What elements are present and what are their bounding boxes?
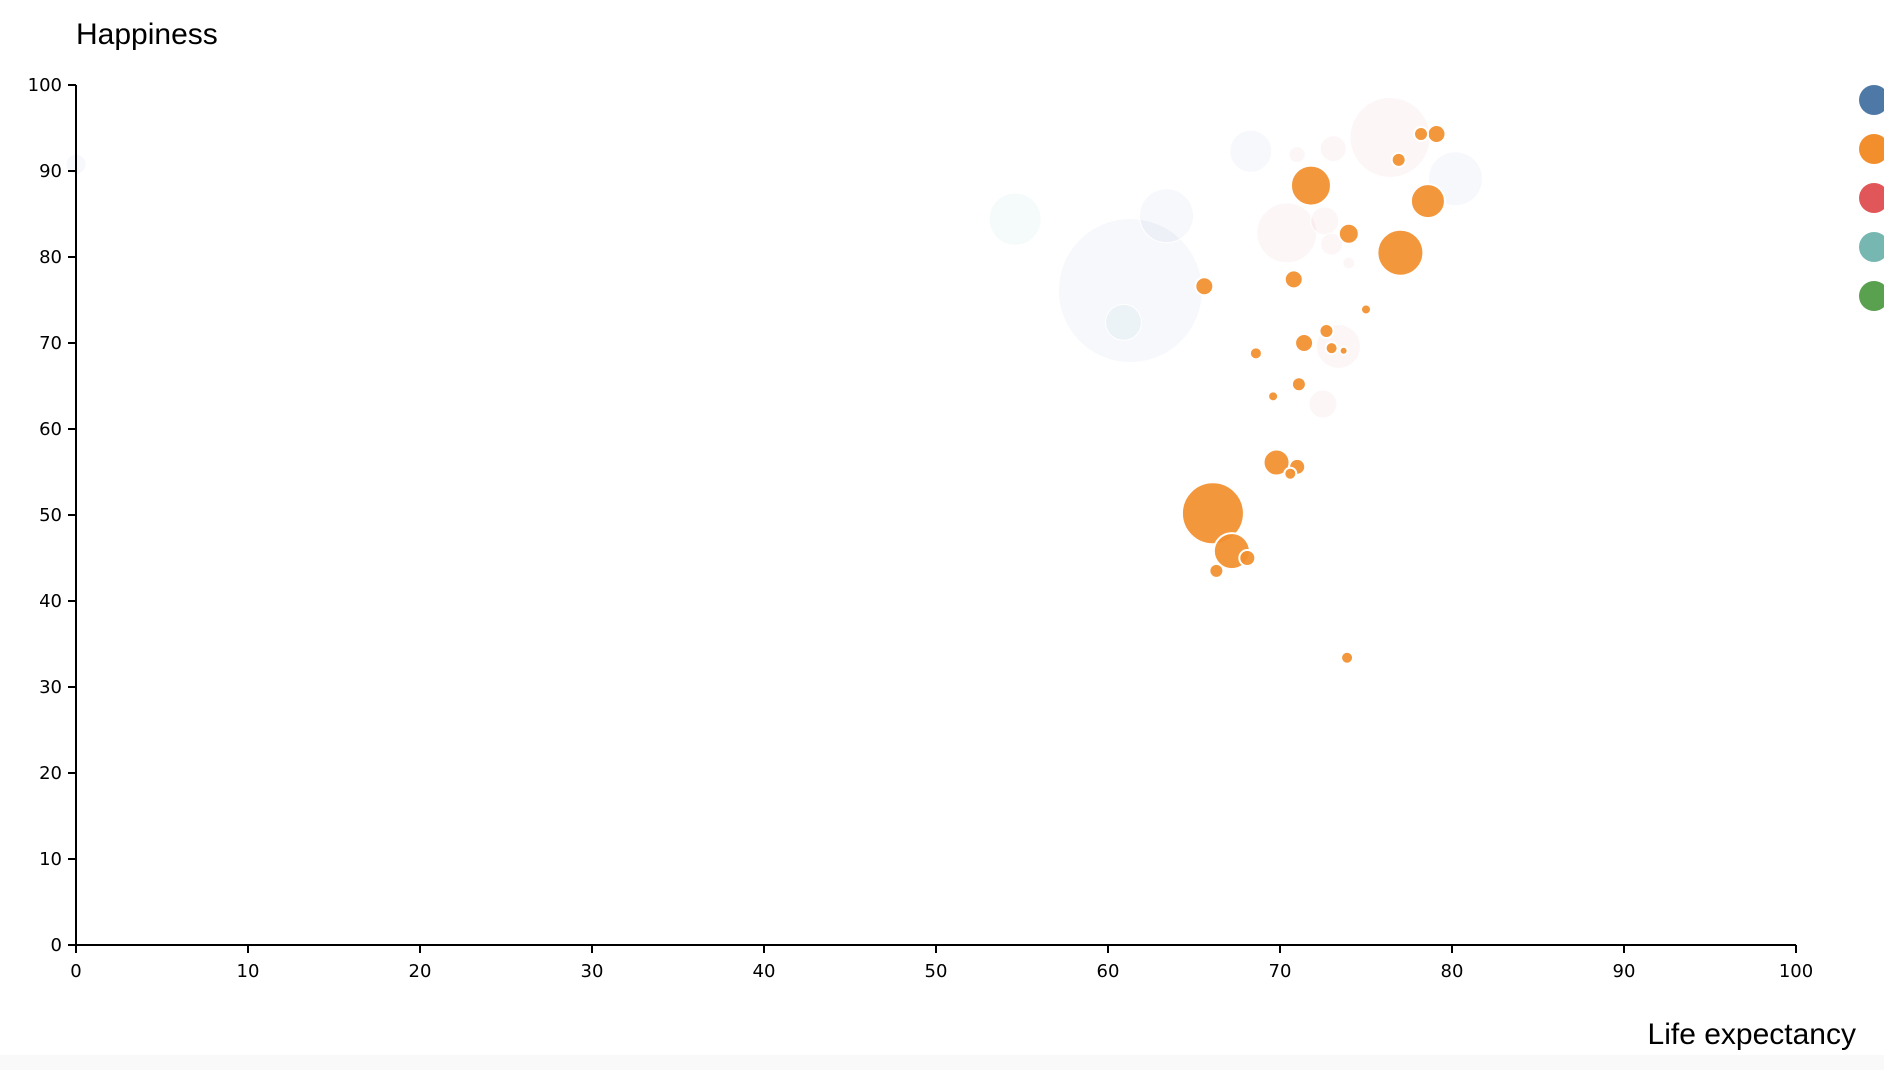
y-axis-title: Happiness xyxy=(76,18,218,51)
bubbles-layer xyxy=(65,96,1483,665)
legend-swatch[interactable] xyxy=(1859,232,1884,262)
data-point[interactable] xyxy=(1320,232,1344,256)
data-point[interactable] xyxy=(1256,202,1318,264)
data-point[interactable] xyxy=(1294,333,1315,353)
data-point[interactable] xyxy=(1288,146,1306,164)
x-tick-label: 100 xyxy=(1779,961,1813,982)
x-tick-label: 80 xyxy=(1441,961,1464,982)
x-tick-label: 70 xyxy=(1269,961,1292,982)
y-axis-ticks: 0 10 20 30 40 50 60 70 80 90 100 xyxy=(28,75,76,956)
data-point[interactable] xyxy=(1337,222,1360,245)
data-point[interactable] xyxy=(1324,341,1339,356)
data-point[interactable] xyxy=(1318,322,1335,339)
x-tick-label: 50 xyxy=(925,961,948,982)
y-tick-label: 100 xyxy=(28,75,62,96)
bottom-band xyxy=(0,1055,1884,1070)
data-point[interactable] xyxy=(1340,650,1355,665)
x-tick-label: 40 xyxy=(753,961,776,982)
y-tick-label: 10 xyxy=(39,849,62,870)
data-point[interactable] xyxy=(1267,390,1280,403)
legend-swatch[interactable] xyxy=(1859,183,1884,213)
data-point[interactable] xyxy=(1319,135,1347,163)
data-point[interactable] xyxy=(1283,269,1304,290)
data-point[interactable] xyxy=(1376,228,1425,277)
legend-swatch[interactable] xyxy=(1859,85,1884,115)
x-tick-label: 60 xyxy=(1097,961,1120,982)
data-point[interactable] xyxy=(1310,206,1340,236)
data-point[interactable] xyxy=(1194,276,1215,297)
x-tick-label: 10 xyxy=(237,961,260,982)
data-point[interactable] xyxy=(1342,256,1356,270)
y-tick-label: 80 xyxy=(39,247,62,268)
data-point[interactable] xyxy=(1283,466,1298,481)
data-point[interactable] xyxy=(1057,218,1203,364)
x-tick-label: 90 xyxy=(1613,961,1636,982)
x-tick-label: 0 xyxy=(70,961,81,982)
legend-swatch[interactable] xyxy=(1859,281,1884,311)
x-tick-label: 30 xyxy=(581,961,604,982)
legend xyxy=(1859,85,1884,311)
data-point[interactable] xyxy=(1180,481,1245,546)
y-tick-label: 40 xyxy=(39,591,62,612)
y-tick-label: 50 xyxy=(39,505,62,526)
y-tick-label: 30 xyxy=(39,677,62,698)
x-tick-label: 20 xyxy=(409,961,432,982)
data-point[interactable] xyxy=(1290,376,1307,393)
data-point[interactable] xyxy=(1338,345,1349,356)
data-point[interactable] xyxy=(1308,389,1338,419)
y-tick-label: 0 xyxy=(51,935,62,956)
data-point[interactable] xyxy=(1409,183,1446,220)
legend-swatch[interactable] xyxy=(1859,134,1884,164)
x-axis-title: Life expectancy xyxy=(1648,1018,1856,1051)
axes: 0 10 20 30 40 50 60 70 80 90 100 0 10 20 30 40 50 60 70 80… xyxy=(28,75,1814,982)
x-axis-ticks: 0 10 20 30 40 50 60 70 80 90 100 xyxy=(70,945,1813,982)
data-point[interactable] xyxy=(988,192,1042,246)
data-point[interactable] xyxy=(1248,346,1263,361)
data-point[interactable] xyxy=(1360,303,1372,316)
data-point[interactable] xyxy=(1413,126,1430,143)
data-point[interactable] xyxy=(1104,303,1142,341)
y-tick-label: 70 xyxy=(39,333,62,354)
data-point[interactable] xyxy=(1426,124,1447,145)
data-point[interactable] xyxy=(1208,562,1225,579)
data-point[interactable] xyxy=(1229,129,1273,173)
y-tick-label: 90 xyxy=(39,161,62,182)
y-tick-label: 60 xyxy=(39,419,62,440)
data-point[interactable] xyxy=(1138,188,1194,244)
y-tick-label: 20 xyxy=(39,763,62,784)
data-point[interactable] xyxy=(1238,549,1257,567)
data-point[interactable] xyxy=(1289,164,1332,207)
data-point[interactable] xyxy=(1390,151,1407,168)
